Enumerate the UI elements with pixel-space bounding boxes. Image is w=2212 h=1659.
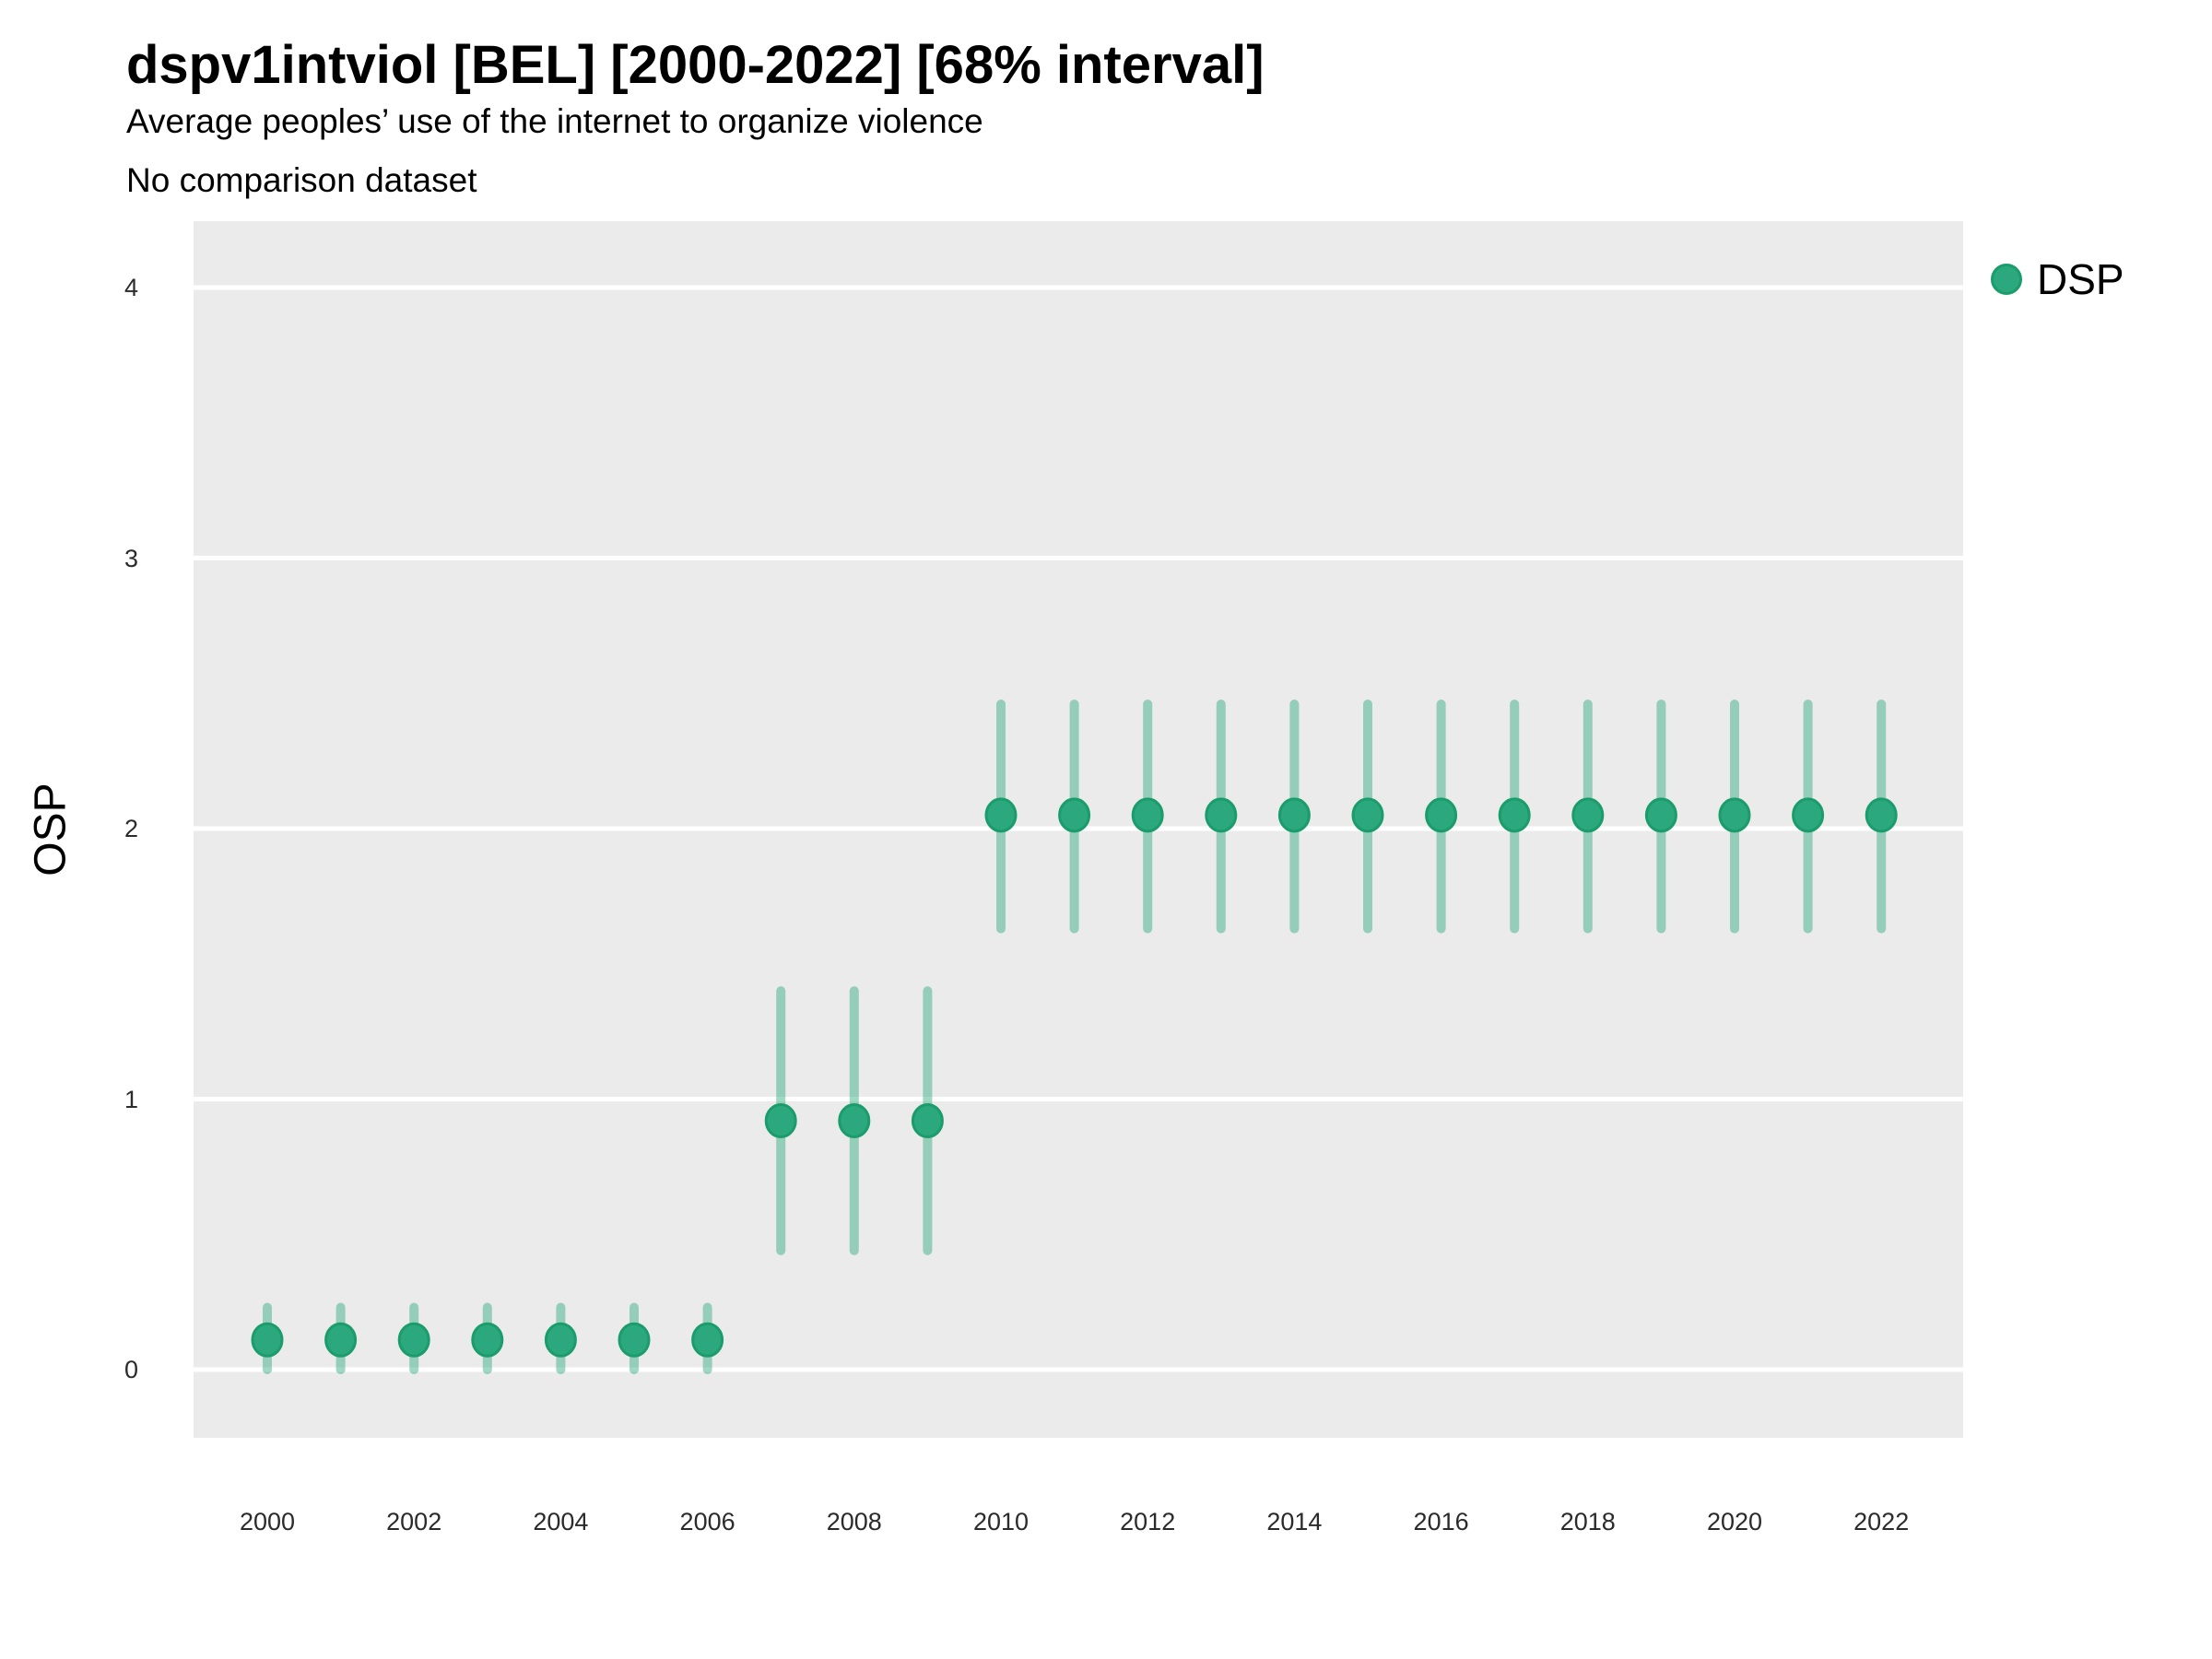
x-tick-label-2018: 2018 — [1559, 1508, 1616, 1535]
x-tick-label-2004: 2004 — [533, 1508, 589, 1535]
data-point-2007 — [764, 1102, 797, 1138]
data-point-2005 — [618, 1322, 651, 1358]
data-point-2000 — [251, 1322, 284, 1358]
x-tick-label-2016: 2016 — [1413, 1508, 1469, 1535]
data-point-2018 — [1571, 797, 1605, 833]
data-point-2014 — [1277, 797, 1311, 833]
data-point-2011 — [1058, 797, 1091, 833]
data-point-2004 — [544, 1322, 577, 1358]
legend-point-icon — [1991, 264, 2022, 295]
y-tick-label-0: 0 — [124, 1356, 138, 1383]
data-point-2020 — [1718, 797, 1751, 833]
data-point-2006 — [691, 1322, 724, 1358]
data-point-2012 — [1131, 797, 1164, 833]
legend: DSP — [1991, 254, 2124, 304]
y-tick-label-2: 2 — [124, 815, 138, 842]
y-tick-label-3: 3 — [124, 544, 138, 572]
data-point-2001 — [324, 1322, 358, 1358]
x-tick-label-2000: 2000 — [239, 1508, 296, 1535]
x-tick-label-2020: 2020 — [1706, 1508, 1763, 1535]
chart-subtitle: Average peoples’ use of the internet to … — [126, 102, 983, 140]
data-point-2017 — [1498, 797, 1531, 833]
data-point-2002 — [397, 1322, 430, 1358]
data-point-2008 — [838, 1102, 871, 1138]
x-tick-label-2012: 2012 — [1120, 1508, 1176, 1535]
y-tick-label-4: 4 — [124, 274, 138, 301]
x-tick-label-2002: 2002 — [386, 1508, 442, 1535]
data-point-2013 — [1205, 797, 1238, 833]
legend-label: DSP — [2037, 255, 2124, 303]
x-tick-label-2006: 2006 — [679, 1508, 735, 1535]
data-point-2015 — [1351, 797, 1384, 833]
data-point-2009 — [911, 1102, 944, 1138]
data-point-2019 — [1644, 797, 1677, 833]
comparison-note: No comparison dataset — [126, 161, 477, 199]
data-point-2010 — [984, 797, 1018, 833]
data-point-2003 — [471, 1322, 504, 1358]
x-tick-label-2014: 2014 — [1266, 1508, 1323, 1535]
data-point-2016 — [1425, 797, 1458, 833]
chart-title: dspv1intviol [BEL] [2000-2022] [68% inte… — [126, 35, 1265, 95]
x-tick-label-2022: 2022 — [1853, 1508, 1910, 1535]
x-tick-label-2010: 2010 — [972, 1508, 1030, 1535]
data-point-2022 — [1865, 797, 1898, 833]
x-tick-label-2008: 2008 — [826, 1508, 882, 1535]
data-point-2021 — [1792, 797, 1825, 833]
y-tick-label-1: 1 — [124, 1085, 138, 1113]
